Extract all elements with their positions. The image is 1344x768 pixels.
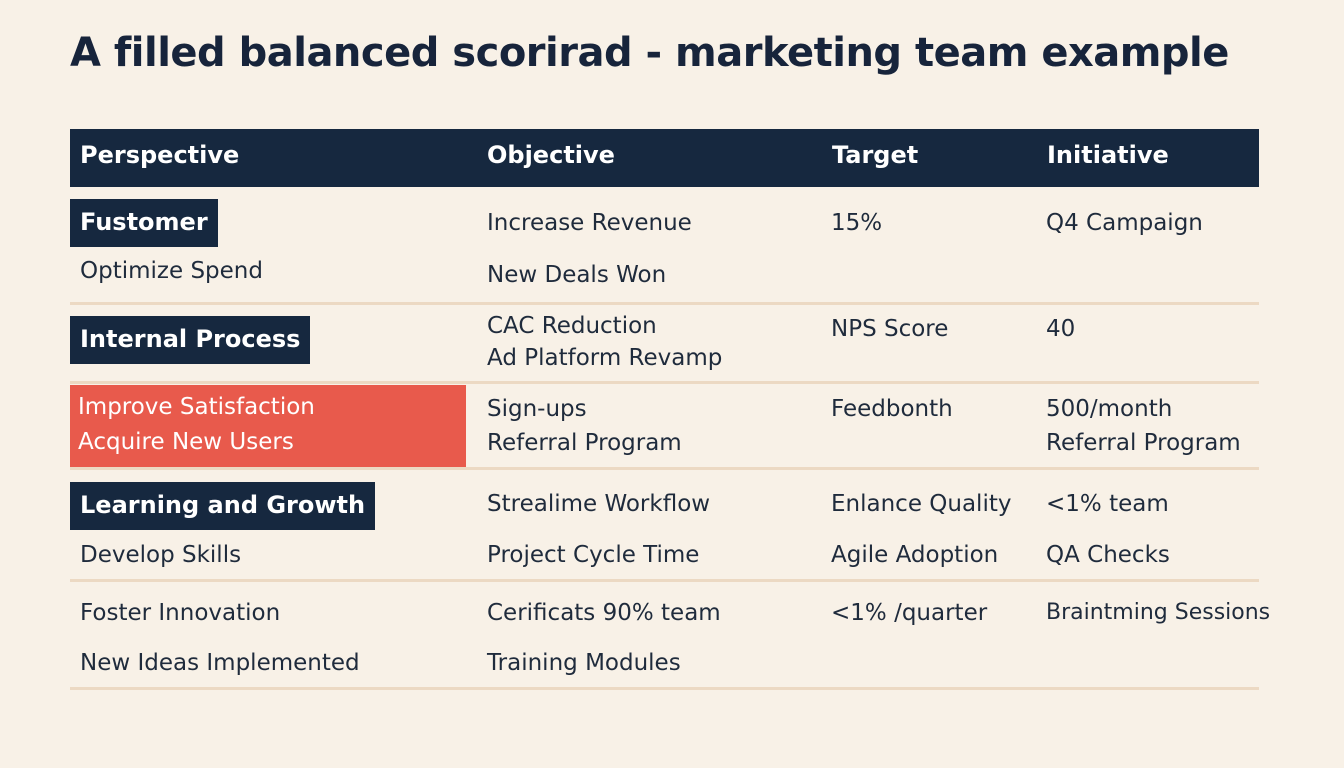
row-divider xyxy=(70,381,1259,384)
table-cell: CAC Reduction xyxy=(487,313,657,339)
table-cell: Develop Skills xyxy=(80,542,242,568)
table-cell: Referral Program xyxy=(487,430,682,456)
table-cell: Improve Satisfaction xyxy=(78,394,315,420)
table-cell: <1% team xyxy=(1046,491,1169,517)
table-cell: NPS Score xyxy=(831,316,949,342)
table-cell: Cerificats 90% team xyxy=(487,600,721,626)
table-header xyxy=(70,129,1259,187)
page-title: A filled balanced scorirad - marketing t… xyxy=(70,30,1229,76)
table-cell: Project Cycle Time xyxy=(487,542,700,568)
table-cell: Acquire New Users xyxy=(78,429,294,455)
table-cell: New Deals Won xyxy=(487,262,667,288)
table-cell: Sign-ups xyxy=(487,396,587,422)
table-cell: Feedbonth xyxy=(831,396,953,422)
table-cell: Referral Program xyxy=(1046,430,1241,456)
table-cell: Strealime Workflow xyxy=(487,491,711,517)
perspective-tag-customer: Fustomer xyxy=(70,199,218,247)
column-header-objective: Objective xyxy=(487,141,615,169)
table-cell: Training Modules xyxy=(487,650,681,676)
table-cell: Agile Adoption xyxy=(831,542,999,568)
perspective-tag-learning-growth: Learning and Growth xyxy=(70,482,376,530)
table-cell: 500/month xyxy=(1046,396,1173,422)
table-cell: <1% /quarter xyxy=(831,600,988,626)
table-cell: 40 xyxy=(1046,316,1076,342)
table-cell: Foster Innovation xyxy=(80,600,281,626)
table-cell: QA Checks xyxy=(1046,542,1170,568)
table-cell: Increase Revenue xyxy=(487,210,692,236)
column-header-target: Target xyxy=(832,141,919,169)
table-cell: Optimize Spend xyxy=(80,258,263,284)
table-cell: Braintming Sessions xyxy=(1046,600,1271,625)
table-cell: Ad Platform Revamp xyxy=(487,345,723,371)
column-header-initiative: Initiative xyxy=(1047,141,1169,169)
column-header-perspective: Perspective xyxy=(80,141,240,169)
row-divider xyxy=(70,302,1259,305)
perspective-tag-internal-process: Internal Process xyxy=(70,316,311,364)
row-divider xyxy=(70,467,1259,470)
table-cell: Q4 Campaign xyxy=(1046,210,1203,236)
table-cell: New Ideas Implemented xyxy=(80,650,360,676)
table-cell: Enlance Quality xyxy=(831,491,1012,517)
highlighted-perspective-cell xyxy=(70,385,466,468)
row-divider xyxy=(70,687,1259,690)
row-divider xyxy=(70,579,1259,582)
table-cell: 15% xyxy=(831,210,883,236)
